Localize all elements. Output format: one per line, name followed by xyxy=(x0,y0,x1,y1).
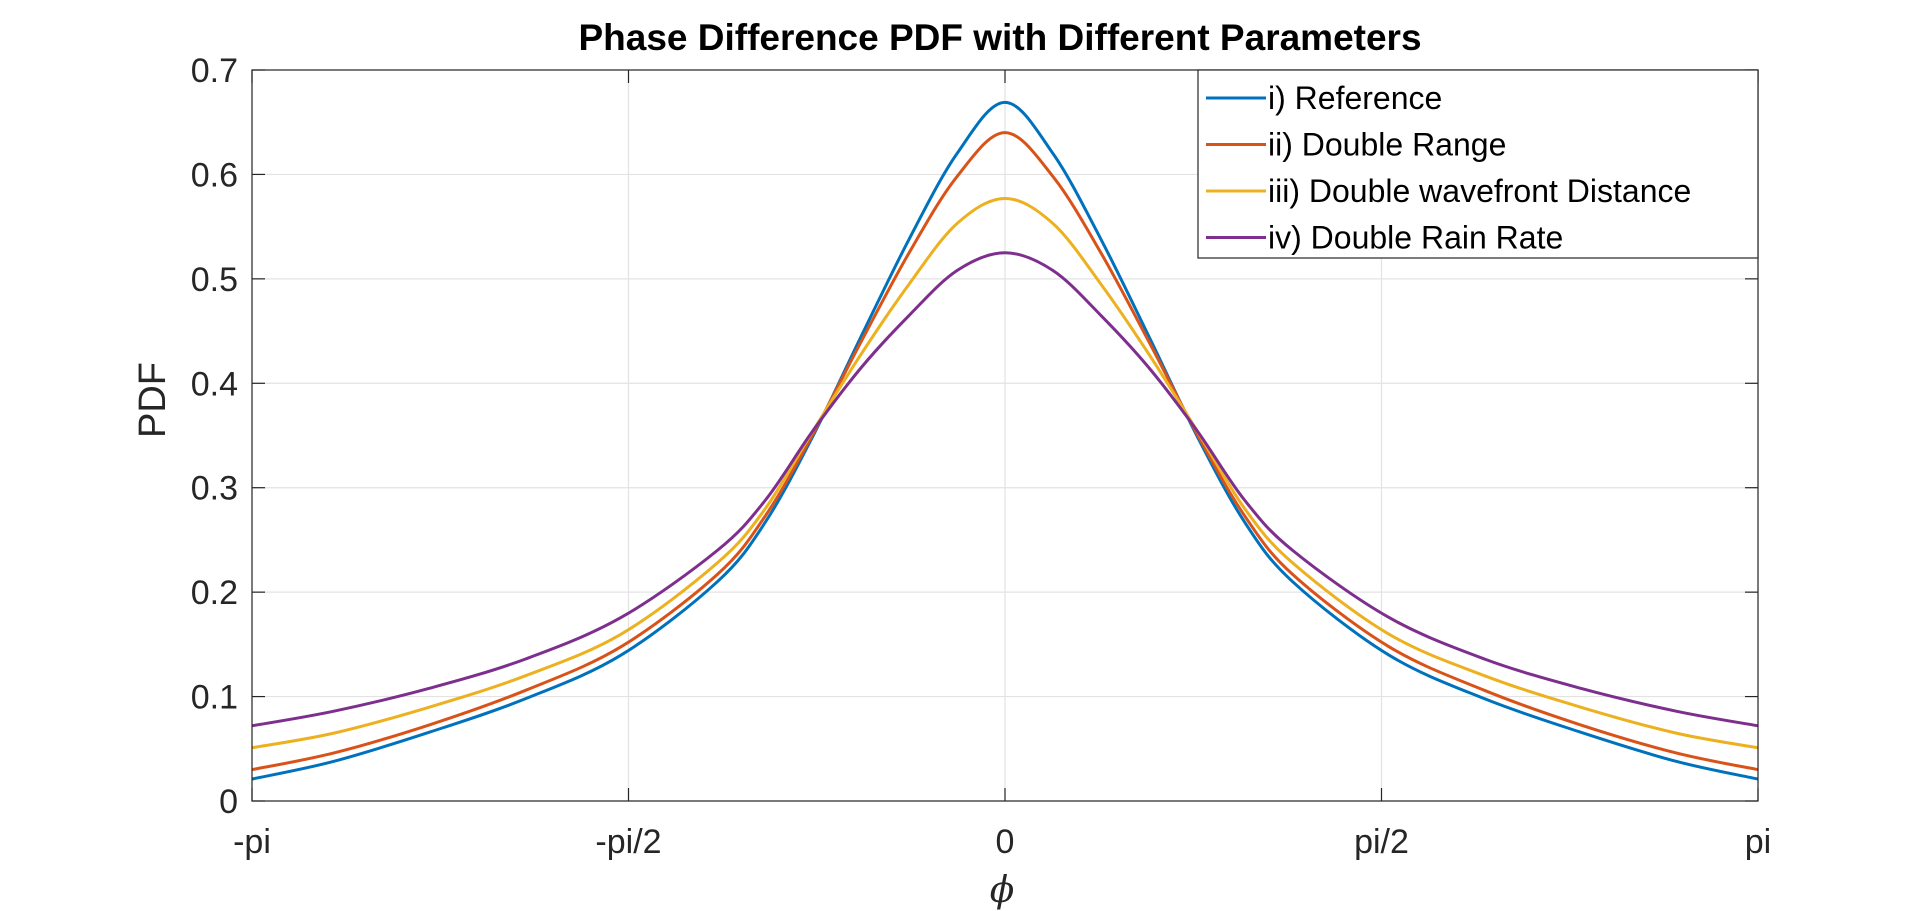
y-tick-label: 0.5 xyxy=(191,261,238,299)
series-line-3 xyxy=(251,196,1759,750)
series-line-2 xyxy=(251,131,1759,772)
legend-label-4: iv) Double Rain Rate xyxy=(1268,220,1563,256)
series-lines xyxy=(251,100,1759,781)
x-tick-label: pi xyxy=(1745,823,1771,861)
x-tick-label: -pi/2 xyxy=(595,823,661,861)
x-axis-label: ϕ xyxy=(990,870,1015,911)
legend-label-1: i) Reference xyxy=(1268,80,1442,116)
y-tick-label: 0.1 xyxy=(191,679,238,717)
x-tick-label: pi/2 xyxy=(1354,823,1409,861)
legend-label-3: iii) Double wavefront Distance xyxy=(1268,173,1691,209)
chart-title: Phase Difference PDF with Different Para… xyxy=(578,17,1421,58)
legend: i) Reference ii) Double Range iii) Double … xyxy=(1197,69,1759,259)
series-line-4 xyxy=(251,251,1759,728)
y-tick-label: 0.7 xyxy=(191,52,238,90)
series-line-1 xyxy=(251,100,1759,781)
x-tick-label: 0 xyxy=(996,823,1015,861)
y-tick-label: 0 xyxy=(219,783,238,821)
legend-box xyxy=(1197,69,1759,259)
y-tick-label: 0.3 xyxy=(191,470,238,508)
legend-label-2: ii) Double Range xyxy=(1268,127,1506,163)
y-axis-label: PDF xyxy=(132,362,174,438)
x-tick-label: -pi xyxy=(233,823,271,861)
y-tick-label: 0.4 xyxy=(191,365,238,403)
y-tick-label: 0.2 xyxy=(191,574,238,612)
y-tick-label: 0.6 xyxy=(191,156,238,194)
grid-lines xyxy=(251,69,1759,802)
axis-ticks: -pi -pi/2 0 pi/2 pi 0 0.1 0.2 0.3 0.4 0.5 0.6 0.7 xyxy=(191,52,1772,861)
